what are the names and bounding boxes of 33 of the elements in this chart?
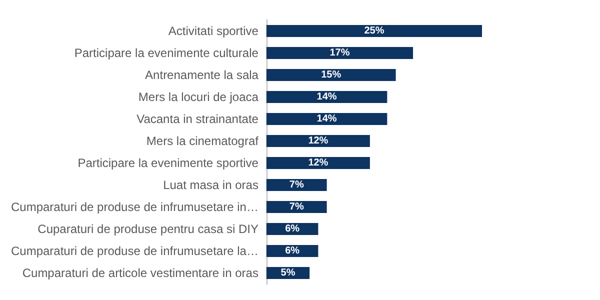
data-label: 14%: [316, 114, 337, 124]
data-label: 15%: [321, 70, 342, 80]
data-label: 6%: [285, 224, 300, 234]
data-label: 5%: [280, 268, 296, 278]
y-tick-label: Cumparaturi de articole vestimentare in oras: [22, 266, 258, 280]
data-label: 17%: [330, 48, 350, 58]
bar: [266, 135, 370, 147]
bar: [266, 157, 370, 169]
y-tick-label: Mers la locuri de joaca: [138, 90, 259, 104]
data-label: 6%: [285, 246, 300, 256]
data-label: 14%: [316, 92, 337, 102]
y-tick-label: Participare la evenimente sportive: [78, 156, 259, 170]
bar: [266, 113, 388, 125]
y-tick-label: Mers la cinematograf: [146, 134, 260, 148]
y-tick-label: Participare la evenimente culturale: [74, 46, 259, 60]
data-label: 7%: [289, 202, 304, 212]
y-tick-label: Antrenamente la sala: [145, 68, 259, 82]
data-label: 12%: [308, 158, 328, 168]
y-tick-label: Cumparaturi de produse de infrumusetare in…: [10, 200, 258, 214]
bar: [266, 47, 414, 59]
bar: [266, 91, 388, 103]
y-tick-label: Luat masa in oras: [163, 178, 258, 192]
data-label: 7%: [289, 180, 304, 190]
bar: [266, 201, 327, 213]
bar: [266, 69, 396, 81]
data-label: 12%: [308, 136, 328, 146]
data-label: 25%: [364, 26, 384, 36]
bar: [266, 179, 327, 191]
y-tick-label: Activitati sportive: [168, 24, 259, 38]
y-tick-label: Cumparaturi de produse de infrumusetare la…: [10, 244, 258, 258]
bar: [266, 25, 482, 37]
y-tick-label: Vacanta in strainantate: [136, 112, 259, 126]
y-tick-label: Cuparaturi de produse pentru casa si DIY: [38, 222, 258, 236]
